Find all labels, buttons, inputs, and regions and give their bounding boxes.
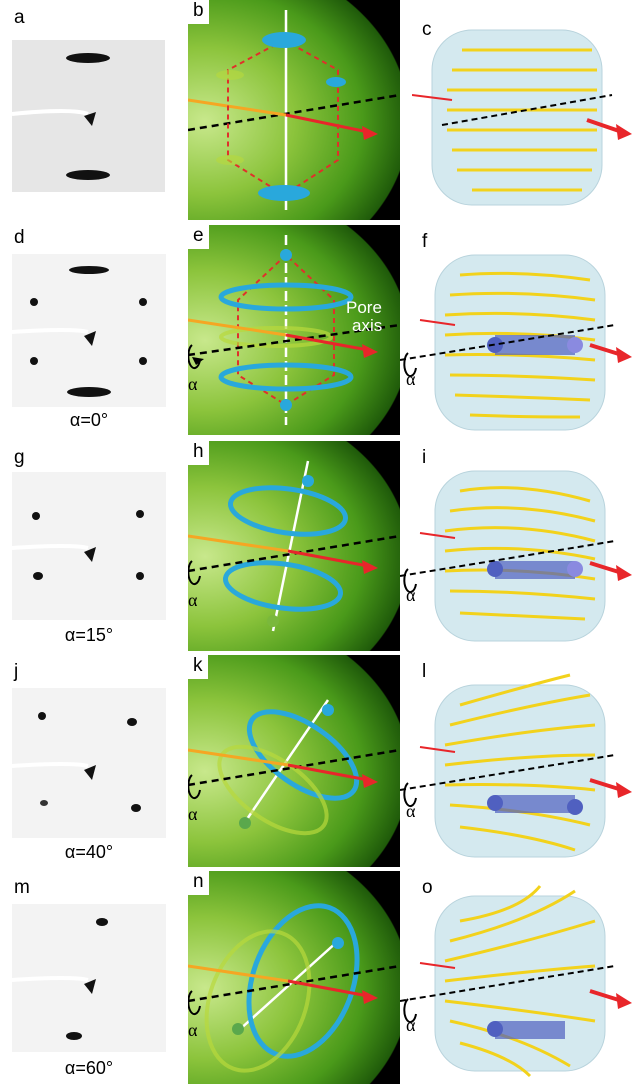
rod-cylinder: α [400, 673, 632, 858]
panel-label-o: o [422, 877, 433, 898]
rod-cylinder [412, 29, 632, 206]
schematic-drawing: α [188, 460, 400, 632]
panel-label-g: g [14, 447, 25, 468]
rotation-alpha-e: α [188, 374, 198, 394]
schematic-k: k α [188, 655, 400, 867]
model-l: α [400, 655, 632, 867]
angle-caption-d: α=0° [69, 410, 109, 430]
panel-label-e: e [188, 225, 209, 249]
panel-label-h: h [188, 441, 209, 465]
panel-label-a: a [14, 7, 25, 28]
panel-label-j: j [14, 661, 19, 682]
diffraction-pattern-d [12, 254, 166, 407]
panel-label-n: n [188, 871, 209, 895]
schematic-b: b [188, 0, 400, 220]
schematic-n: n α [188, 871, 400, 1084]
schematic-drawing [188, 10, 400, 210]
schematic-drawing: α [188, 699, 400, 836]
panel-label-k: k [188, 655, 208, 679]
diffraction-pattern-a [12, 40, 165, 192]
schematic-drawing: α [188, 903, 400, 1073]
diffraction-pattern-m [12, 904, 166, 1052]
panel-label-l: l [422, 661, 427, 682]
rod-cylinder: α [400, 254, 632, 431]
diffraction-pattern-j [12, 688, 166, 838]
schematic-e: e Pore axis α [188, 225, 400, 435]
rotation-alpha-n: α [188, 1020, 198, 1040]
model-f: α [400, 225, 632, 440]
rotation-alpha-o: α [406, 1015, 416, 1035]
model-c [412, 0, 632, 220]
panel-label-f: f [422, 231, 428, 252]
pore-axis-label-line1: Pore [346, 298, 382, 317]
diffraction-spots [12, 918, 108, 1040]
pore-axis-label-line2: axis [352, 316, 382, 335]
rod-cylinder: α [400, 885, 632, 1078]
panel-label-m: m [14, 877, 30, 898]
diffraction-spots [12, 266, 147, 397]
diffraction-spots [12, 53, 110, 180]
schematic-h: h α [188, 441, 400, 651]
rotation-alpha-l: α [406, 801, 416, 821]
panel-label-b: b [188, 0, 209, 24]
schematic-drawing: Pore axis α [188, 235, 400, 425]
angle-caption-g: α=15° [64, 625, 114, 645]
angle-caption-m: α=60° [64, 1058, 114, 1078]
panel-label-c: c [422, 19, 432, 40]
rotation-alpha-f: α [406, 369, 416, 389]
diffraction-spots [12, 712, 141, 812]
rotation-alpha-k: α [188, 804, 198, 824]
panel-label-d: d [14, 227, 25, 248]
diffraction-spots [12, 510, 144, 580]
angle-caption-j: α=40° [64, 842, 114, 862]
panel-label-i: i [422, 447, 427, 468]
diffraction-pattern-g [12, 472, 166, 620]
model-i: α [400, 441, 632, 651]
rotation-alpha-h: α [188, 590, 198, 610]
rotation-alpha-i: α [406, 585, 416, 605]
model-o: α [400, 871, 632, 1084]
rod-cylinder: α [400, 470, 632, 642]
